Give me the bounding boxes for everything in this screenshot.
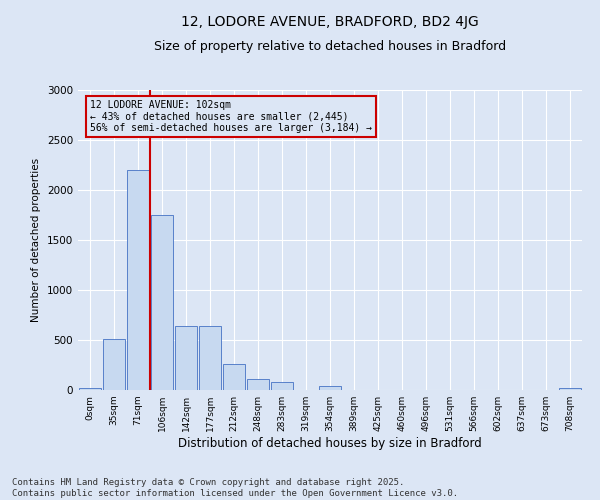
Bar bbox=[175, 326, 197, 390]
Bar bbox=[271, 382, 293, 390]
Bar bbox=[559, 388, 581, 390]
Bar bbox=[223, 364, 245, 390]
Y-axis label: Number of detached properties: Number of detached properties bbox=[31, 158, 41, 322]
X-axis label: Distribution of detached houses by size in Bradford: Distribution of detached houses by size … bbox=[178, 437, 482, 450]
Text: Contains HM Land Registry data © Crown copyright and database right 2025.
Contai: Contains HM Land Registry data © Crown c… bbox=[12, 478, 458, 498]
Bar bbox=[127, 170, 149, 390]
Bar bbox=[199, 326, 221, 390]
Bar bbox=[319, 386, 341, 390]
Text: 12 LODORE AVENUE: 102sqm
← 43% of detached houses are smaller (2,445)
56% of sem: 12 LODORE AVENUE: 102sqm ← 43% of detach… bbox=[90, 100, 372, 133]
Bar bbox=[103, 339, 125, 390]
Bar bbox=[151, 215, 173, 390]
Text: 12, LODORE AVENUE, BRADFORD, BD2 4JG: 12, LODORE AVENUE, BRADFORD, BD2 4JG bbox=[181, 15, 479, 29]
Bar bbox=[79, 388, 101, 390]
Text: Size of property relative to detached houses in Bradford: Size of property relative to detached ho… bbox=[154, 40, 506, 53]
Bar bbox=[247, 379, 269, 390]
